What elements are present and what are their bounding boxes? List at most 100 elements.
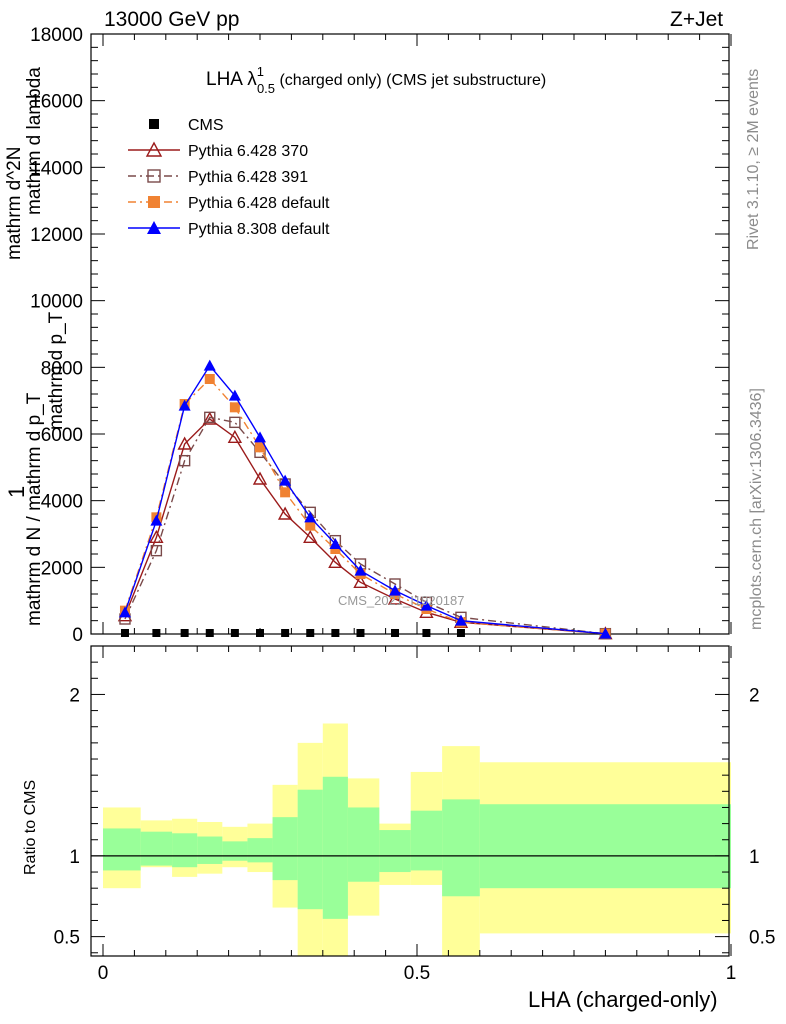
series-1-point-1 (149, 529, 164, 544)
ratio-y-tick-label-right: 0.5 (749, 928, 775, 949)
series-0-point-3 (205, 629, 214, 637)
ratio-y-tick-label-right: 1 (749, 847, 760, 868)
series-1-point-9 (353, 574, 368, 589)
series-2-point-4 (229, 416, 241, 429)
ratio-band-green-2 (172, 833, 198, 868)
series-0-point-7 (306, 629, 315, 637)
ratio-band-green-13 (479, 804, 731, 889)
ratio-plot-border (90, 645, 730, 957)
series-4-point-4 (228, 389, 241, 401)
ratio-band-green-1 (140, 831, 173, 866)
main-y-tick-label: 6000 (41, 425, 83, 446)
ratio-y-tick-label-right: 2 (749, 685, 760, 706)
series-4-point-0 (118, 606, 131, 618)
legend: CMS Pythia 6.428 370 Pythia 6.428 391 Pythi… (128, 117, 330, 238)
main-title: LHA λ1 0.5 (charged only) (CMS jet substr… (206, 64, 546, 96)
legend-marker-0 (149, 119, 159, 129)
main-y-tick-label: 10000 (30, 292, 83, 313)
series-4-point-13 (599, 627, 612, 639)
series-0-point-1 (152, 629, 161, 637)
series-0-point-12 (456, 629, 465, 637)
ratio-y-tick-label: 1 (69, 847, 80, 868)
header-energy-label: 13000 GeV pp (104, 8, 240, 31)
series-0-point-2 (180, 629, 189, 637)
title-main: LHA λ (206, 69, 257, 90)
ratio-band-green-9 (347, 807, 380, 882)
ratio-band-green-6 (272, 817, 298, 881)
ratio-band-green-11 (410, 810, 443, 871)
series-4-point-12 (454, 614, 467, 626)
series-3-point-4 (229, 402, 240, 413)
main-y-tick-label: 0 (72, 625, 83, 646)
series-0-point-4 (230, 629, 239, 637)
series-3-point-6 (280, 487, 291, 498)
series-0-point-11 (422, 629, 431, 637)
series-1-point-2 (177, 436, 192, 450)
legend-label-3: Pythia 6.428 default (188, 195, 330, 212)
legend-label-2: Pythia 6.428 391 (188, 169, 308, 186)
series-0-point-10 (391, 629, 400, 637)
series-1-point-6 (277, 506, 293, 520)
ratio-band-green-12 (442, 799, 480, 897)
series-0-point-5 (256, 629, 264, 637)
main-y-tick-label: 8000 (41, 358, 83, 379)
series-0-point-8 (331, 629, 340, 637)
legend-marker-4 (147, 221, 161, 234)
x-axis-label: LHA (charged-only) (528, 987, 718, 1012)
series-4-point-7 (304, 511, 317, 523)
series-3-point-5 (255, 442, 265, 453)
series-2-point-2 (178, 454, 191, 467)
series-1-point-4 (227, 429, 243, 444)
series-4-point-10 (389, 584, 402, 596)
main-y-tick-label: 16000 (30, 92, 83, 113)
title-subscript: 0.5 (257, 81, 275, 96)
series-line-4 (124, 364, 606, 635)
series-4-point-3 (203, 359, 216, 371)
ratio-bands (103, 723, 731, 956)
series-1-point-8 (328, 554, 343, 569)
main-series (117, 359, 613, 640)
x-tick-label: 0.5 (404, 963, 430, 984)
x-tick-label: 1 (726, 963, 737, 984)
series-2-point-1 (150, 544, 163, 557)
ratio-band-green-0 (103, 828, 141, 871)
legend-label-1: Pythia 6.428 370 (188, 143, 308, 160)
series-4-point-11 (420, 599, 433, 611)
main-plot-border (90, 33, 730, 635)
legend-marker-2 (147, 169, 161, 183)
ratio-y-tick-label: 0.5 (54, 928, 80, 949)
legend-label-0: CMS (188, 117, 224, 134)
ratio-band-green-8 (322, 776, 348, 919)
ratio-band-green-4 (222, 841, 248, 861)
series-0-point-6 (281, 629, 290, 637)
series-4-point-9 (354, 564, 367, 576)
title-superscript: 1 (257, 64, 264, 79)
main-y-tick-label: 14000 (30, 158, 83, 179)
main-y-tick-label: 12000 (30, 225, 83, 246)
series-4-point-6 (279, 474, 292, 486)
ratio-band-green-7 (297, 789, 323, 910)
x-tick-label: 0 (98, 963, 109, 984)
series-3-point-3 (204, 374, 215, 384)
legend-label-4: Pythia 8.308 default (188, 221, 330, 238)
legend-marker-3 (148, 196, 160, 208)
series-4-point-1 (150, 514, 163, 526)
title-rest: (charged only) (CMS jet substructure) (275, 72, 546, 89)
series-4-point-5 (254, 431, 266, 443)
main-y-tick-label: 2000 (41, 558, 83, 579)
legend-marker-1 (145, 141, 163, 157)
series-4-point-2 (178, 399, 191, 411)
series-3-point-7 (305, 520, 316, 531)
series-0-point-9 (356, 629, 365, 637)
main-y-tick-label: 4000 (41, 492, 83, 513)
ratio-y-tick-label: 2 (69, 685, 80, 706)
series-1-point-5 (252, 471, 268, 485)
ratio-band-green-5 (247, 838, 273, 863)
watermark-label: CMS_2021_I1920187 (338, 593, 465, 608)
main-frame: 0 2000 4000 6000 8000 10000 12000 14000 16000 180… (30, 25, 732, 646)
ratio-band-green-3 (197, 836, 223, 864)
header-process-label: Z+Jet (670, 8, 724, 31)
main-y-tick-label: 18000 (30, 25, 83, 46)
series-1-point-7 (303, 529, 318, 544)
